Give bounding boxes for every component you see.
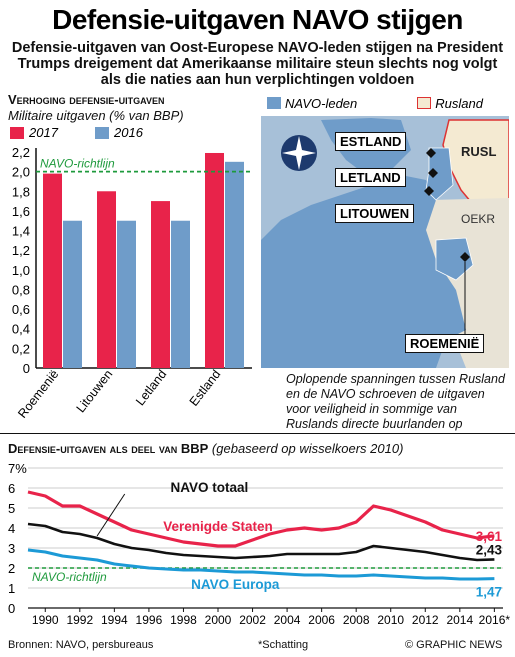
- marker-roemenie: [460, 252, 470, 262]
- series-end-label-Verenigde Staten: 3,61: [476, 529, 503, 544]
- y-tick-label: 2: [8, 561, 15, 576]
- x-tick-label: 2016*: [479, 613, 511, 627]
- bar-2016-Litouwen: [117, 220, 136, 368]
- map-legend-russia: Rusland: [417, 96, 483, 111]
- bar-chart-unit: Militaire uitgaven (% van BBP): [8, 108, 184, 123]
- line-chart: 0 1 2 3 4 5 6 7% 1990 1992 1994 1996 1998 2000 2002 200…: [8, 461, 511, 627]
- series-line-NAVO totaal: [27, 522, 495, 562]
- y-tick-label: 1: [8, 581, 15, 596]
- footer-credit: © GRAPHIC NEWS: [405, 639, 503, 651]
- page-subtitle: Defensie-uitgaven van Oost-Europese NAVO…: [11, 40, 504, 88]
- map-legend-nato-label: NAVO-leden: [285, 95, 358, 111]
- bar-2016-Estland: [225, 161, 244, 368]
- map-land-nato: [261, 175, 466, 368]
- series-end-label-NAVO totaal: 2,43: [476, 542, 503, 557]
- marker-estland: [426, 148, 436, 158]
- y-tick-label: 1,8: [12, 184, 30, 199]
- y-tick-label: 4: [8, 521, 15, 536]
- y-tick-label: 2,2: [12, 145, 30, 160]
- series-label-navo-europa: NAVO Europa: [191, 577, 280, 592]
- x-tick-label: 1992: [66, 613, 93, 627]
- y-tick-label: 0,4: [12, 322, 30, 337]
- y-tick-label: 7%: [8, 461, 27, 476]
- y-tick-label: 0: [23, 361, 30, 376]
- x-tick-label: 1996: [136, 613, 163, 627]
- x-tick-label: 2002: [239, 613, 266, 627]
- bar-2017-Estland: [205, 152, 224, 368]
- page-title: Defensie-uitgaven NAVO stijgen: [52, 4, 463, 35]
- map-panel: ESTLAND LETLAND LITOUWEN ROEMENIË RUSL O…: [261, 90, 509, 368]
- bar-chart-heading: Verhoging defensie-uitgaven: [8, 92, 165, 107]
- nato-emblem-star: [282, 136, 316, 170]
- map-legend-nato-swatch: [267, 97, 281, 109]
- bar-2016-Letland: [171, 220, 190, 368]
- y-tick-label: 1,2: [12, 243, 30, 258]
- y-tick-label: 0: [8, 601, 15, 616]
- bar-2017-Litouwen: [97, 191, 116, 368]
- map-label-rusl: RUSL: [461, 144, 497, 159]
- bar-2016-Roemenië: [63, 220, 82, 368]
- line-chart-heading: Defensie-uitgaven als deel van BBP: [8, 441, 209, 456]
- x-tick-label: Litouwen: [74, 367, 116, 415]
- map-legend-nato: NAVO-leden: [267, 96, 357, 111]
- map-legend-russia-label: Rusland: [435, 95, 483, 111]
- series-line-NAVO Europa: [27, 548, 495, 581]
- legend-2016: 2016: [95, 125, 143, 140]
- legend-label-2016: 2016: [114, 125, 143, 140]
- legend-label-2017: 2017: [29, 125, 58, 140]
- x-tick-label: 2012: [412, 613, 439, 627]
- line-chart-heading-wrap: Defensie-uitgaven als deel van BBP (geba…: [8, 441, 403, 456]
- map-label-roemenie: ROEMENIË: [405, 334, 485, 353]
- leader-navo-totaal: [96, 493, 126, 537]
- marker-letland: [428, 168, 438, 178]
- map-label-litouwen: LITOUWEN: [335, 204, 415, 223]
- series-label-navo-totaal: NAVO totaal: [170, 480, 248, 495]
- reference-line-label: NAVO-richtlijn: [40, 157, 115, 171]
- marker-litouwen: [424, 186, 434, 196]
- map-label-oekr: OEKR: [461, 212, 496, 226]
- map-legend: NAVO-leden Rusland: [261, 90, 509, 116]
- map-legend-russia-swatch: [417, 97, 432, 109]
- x-tick-label: 2010: [377, 613, 404, 627]
- line-chart-note: (gebaseerd op wisselkoers 2010): [211, 441, 404, 456]
- y-tick-label: 1,6: [12, 204, 30, 219]
- y-tick-label: 3: [8, 541, 15, 556]
- x-tick-label: 2014: [446, 613, 473, 627]
- x-tick-label: 1998: [170, 613, 197, 627]
- x-tick-label: Letland: [133, 367, 169, 408]
- x-tick-label: 2006: [308, 613, 335, 627]
- map-label-letland: LETLAND: [335, 168, 406, 187]
- map-russia-region: [442, 119, 509, 209]
- series-end-label-NAVO Europa: 1,47: [476, 585, 502, 600]
- section-divider: [0, 433, 515, 434]
- x-tick-label: 2008: [343, 613, 370, 627]
- y-tick-label: 0,2: [12, 341, 30, 356]
- legend-swatch-2017: [10, 126, 24, 139]
- y-tick-label: 1,0: [12, 263, 30, 278]
- reference-line-label: NAVO-richtlijn: [32, 570, 107, 584]
- x-tick-label: 1994: [101, 613, 128, 627]
- bar-2017-Roemenië: [43, 173, 62, 368]
- x-tick-label: Estland: [187, 367, 224, 409]
- y-tick-label: 0,8: [12, 282, 30, 297]
- bar-chart: 00,20,40,60,81,01,21,41,61,82,02,2Roemen…: [12, 145, 252, 421]
- series-label-verenigde-staten: Verenigde Staten: [163, 519, 273, 534]
- footer-estimate: *Schatting: [258, 639, 309, 651]
- x-tick-label: 1990: [32, 613, 59, 627]
- map-land-baltics: [425, 147, 454, 201]
- y-tick-label: 5: [8, 501, 15, 516]
- y-tick-label: 0,6: [12, 302, 30, 317]
- map-caption: Oplopende spanningen tussen Rusland en d…: [286, 372, 505, 431]
- x-tick-label: 2004: [274, 613, 301, 627]
- y-tick-label: 2,0: [12, 165, 30, 180]
- y-tick-label: 6: [8, 481, 15, 496]
- legend-2017: 2017: [10, 125, 58, 140]
- y-tick-label: 1,4: [12, 224, 30, 239]
- footer-sources: Bronnen: NAVO, persbureaus: [8, 639, 154, 651]
- bar-2017-Letland: [151, 201, 170, 368]
- map-label-estland: ESTLAND: [335, 132, 407, 151]
- legend-swatch-2016: [95, 126, 109, 139]
- series-line-Verenigde Staten: [27, 490, 495, 548]
- x-tick-label: 2000: [205, 613, 232, 627]
